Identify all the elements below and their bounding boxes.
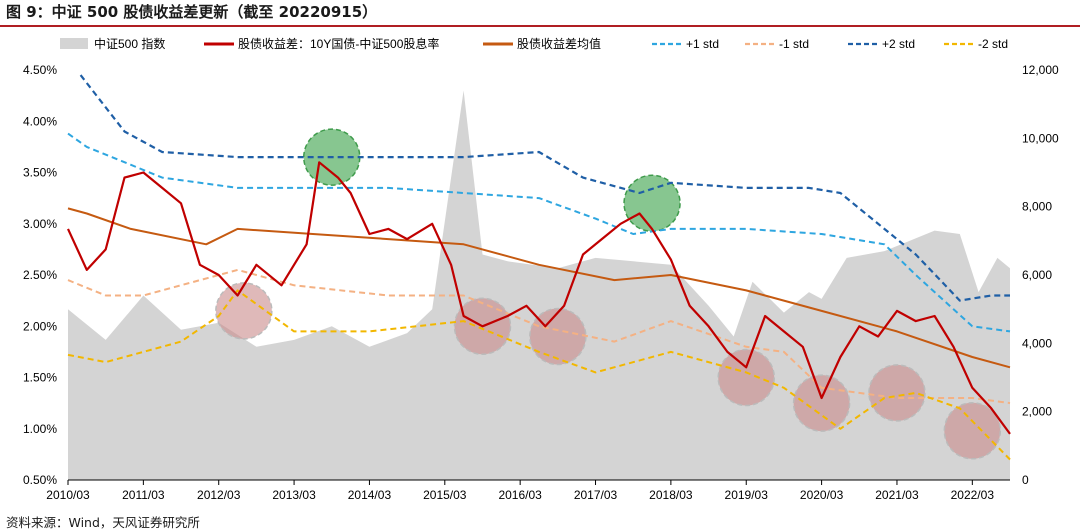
legend-label: -2 std xyxy=(978,37,1008,51)
y-right-tick-label: 10,000 xyxy=(1022,131,1059,145)
x-tick-label: 2017/03 xyxy=(574,488,618,502)
y-left-tick-label: 1.50% xyxy=(23,371,57,385)
x-tick-label: 2010/03 xyxy=(46,488,90,502)
red-highlight-circle-7 xyxy=(868,364,926,422)
y-right-tick-label: 0 xyxy=(1022,473,1029,487)
y-right-tick-label: 8,000 xyxy=(1022,200,1052,214)
x-tick-label: 2018/03 xyxy=(649,488,693,502)
y-left-tick-label: 2.50% xyxy=(23,268,57,282)
y-right-tick-label: 12,000 xyxy=(1022,63,1059,77)
series-index-area xyxy=(68,90,1010,480)
y-left-tick-label: 4.50% xyxy=(23,63,57,77)
x-tick-label: 2022/03 xyxy=(951,488,995,502)
x-tick-label: 2016/03 xyxy=(498,488,542,502)
legend: 中证500 指数 股债收益差：10Y国债-中证500股息率 股债收益差均值 +1 st… xyxy=(60,36,1008,51)
y-right-tick-label: 2,000 xyxy=(1022,405,1052,419)
index-area-layer xyxy=(68,90,1010,480)
legend-label: 中证500 指数 xyxy=(94,36,165,51)
title-rule xyxy=(0,25,1080,27)
series-mean-line xyxy=(67,207,1011,369)
legend-label: 股债收益差均值 xyxy=(517,36,601,51)
series-plus2-std-line xyxy=(79,74,1010,302)
y-left-tick-label: 0.50% xyxy=(23,473,57,487)
red-highlight-circle-5 xyxy=(717,348,775,407)
y-left-tick-label: 1.00% xyxy=(23,422,57,436)
x-tick-label: 2012/03 xyxy=(197,488,241,502)
red-highlight-circle-4 xyxy=(529,307,587,366)
y-right-tick-label: 6,000 xyxy=(1022,268,1052,282)
y-left-tick-label: 3.00% xyxy=(23,217,57,231)
x-tick-label: 2014/03 xyxy=(348,488,392,502)
x-tick-label: 2020/03 xyxy=(800,488,844,502)
y-right-tick-label: 4,000 xyxy=(1022,336,1052,350)
y-left-tick-label: 4.00% xyxy=(23,114,57,128)
axes-layer: 2010/03 2011/03 2012/03 2013/03 2014/03 2015/… xyxy=(23,63,1059,502)
legend-label: -1 std xyxy=(779,37,809,51)
x-tick-label: 2011/03 xyxy=(122,488,165,502)
source-note: 资料来源：Wind，天风证券研究所 xyxy=(6,515,200,530)
red-highlight-circle-8 xyxy=(943,402,1002,460)
y-left-tick-label: 2.00% xyxy=(23,319,57,333)
y-left-tick-label: 3.50% xyxy=(23,166,57,180)
red-highlight-circle-2 xyxy=(215,282,273,340)
series-minus1-std-line xyxy=(67,268,1011,405)
chart: 2010/03 2011/03 2012/03 2013/03 2014/03 2015/… xyxy=(23,36,1059,502)
legend-label: 股债收益差：10Y国债-中证500股息率 xyxy=(238,36,439,51)
x-tick-label: 2021/03 xyxy=(875,488,919,502)
legend-label: +1 std xyxy=(686,37,719,51)
series-minus2-std-line xyxy=(67,289,1011,461)
x-tick-label: 2013/03 xyxy=(272,488,316,502)
x-tick-label: 2015/03 xyxy=(423,488,467,502)
series-lines-layer xyxy=(67,74,1011,461)
figure-title: 图 9：中证 500 股债收益差更新（截至 20220915） xyxy=(6,3,378,21)
x-tick-label: 2019/03 xyxy=(725,488,769,502)
legend-swatch-area xyxy=(60,38,88,49)
series-spread-line xyxy=(67,161,1011,435)
legend-label: +2 std xyxy=(882,37,915,51)
red-highlight-circle-6 xyxy=(792,374,851,432)
series-plus1-std-line xyxy=(67,132,1011,333)
